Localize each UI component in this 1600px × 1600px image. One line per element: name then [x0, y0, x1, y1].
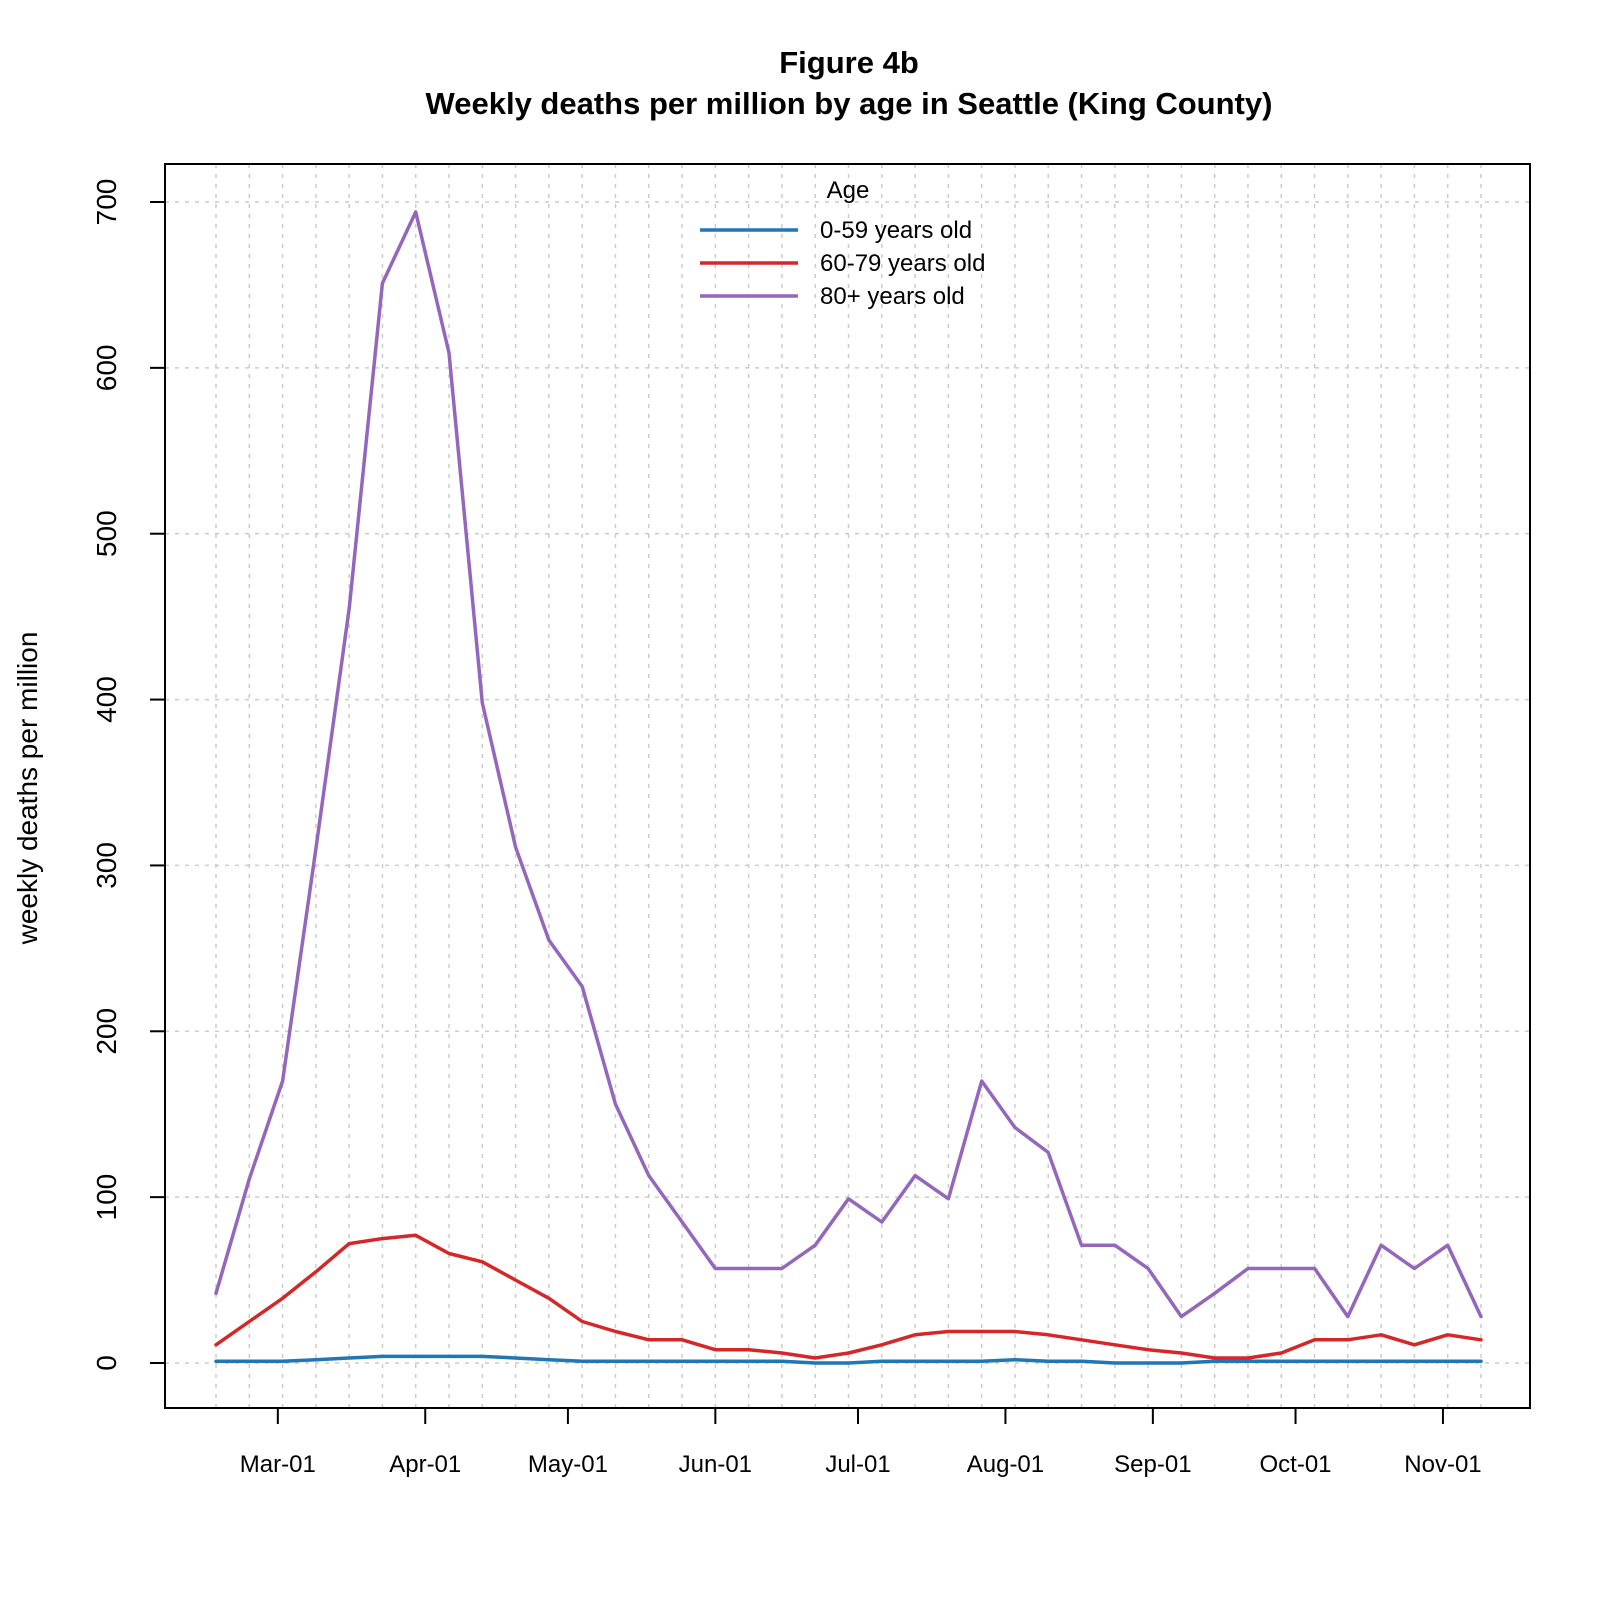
y-tick-label: 400 [91, 676, 122, 723]
y-tick-label: 0 [91, 1355, 122, 1371]
y-axis-label: weekly deaths per million [12, 632, 43, 946]
legend-label: 60-79 years old [820, 250, 985, 277]
legend-label: 80+ years old [820, 283, 965, 310]
x-tick-label: Apr-01 [389, 1451, 461, 1478]
legend: Age 0-59 years old 60-79 years old 80+ yea… [700, 177, 985, 310]
x-tick-label: Jul-01 [825, 1451, 890, 1478]
chart-subtitle: Weekly deaths per million by age in Seat… [426, 86, 1273, 121]
legend-title: Age [827, 177, 870, 204]
x-axis: Mar-01 Apr-01 May-01 Jun-01 Jul-01 Aug-01 Sep-… [240, 1408, 1482, 1478]
series-line-1 [214, 1354, 1483, 1365]
x-tick-label: Jun-01 [679, 1451, 752, 1478]
x-tick-label: Sep-01 [1114, 1451, 1191, 1478]
y-tick-label: 100 [91, 1174, 122, 1221]
x-tick-label: Nov-01 [1404, 1451, 1481, 1478]
x-tick-label: Aug-01 [967, 1451, 1044, 1478]
series-lines [214, 210, 1483, 1365]
x-tick-label: May-01 [528, 1451, 608, 1478]
x-tick-label: Oct-01 [1260, 1451, 1332, 1478]
y-tick-label: 600 [91, 344, 122, 391]
y-tick-label: 200 [91, 1008, 122, 1055]
legend-label: 0-59 years old [820, 217, 972, 244]
y-tick-label: 700 [91, 179, 122, 226]
y-tick-label: 500 [91, 510, 122, 557]
series-line-3 [214, 210, 1483, 1319]
x-tick-label: Mar-01 [240, 1451, 316, 1478]
series-line-2 [214, 1233, 1483, 1360]
grid [165, 164, 1530, 1408]
plot-frame [164, 163, 1531, 1409]
chart-title: Figure 4b [779, 45, 919, 80]
y-tick-label: 300 [91, 842, 122, 889]
y-axis: 0 100 200 300 400 500 600 700 [91, 179, 165, 1371]
